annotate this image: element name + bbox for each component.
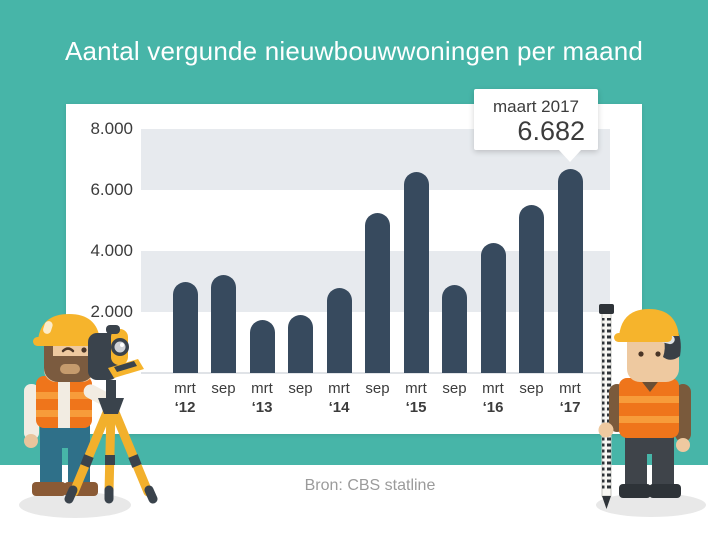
callout-date-label: maart 2017: [493, 97, 579, 116]
surveyor-illustration: [19, 314, 158, 518]
hard-hat: [38, 314, 100, 340]
callout-value: 6.682: [517, 116, 585, 146]
theodolite-lens: [114, 341, 126, 353]
source-note: Bron: CBS statline: [304, 477, 436, 494]
eye-dot: [638, 351, 644, 357]
tripod-leg: [69, 405, 113, 497]
worker-leveling-rod-illustration: [596, 304, 706, 517]
hand-on-rod: [598, 422, 614, 438]
hard-hat: [619, 309, 679, 336]
shadow-ellipse: [19, 492, 131, 518]
callout-pointer: [558, 149, 582, 162]
callout-bubble: maart 2017 6.682: [474, 89, 598, 150]
eye-dot: [81, 347, 87, 353]
chart-title: Aantal vergunde nieuwbouwwoningen per ma…: [64, 36, 644, 66]
shadow-ellipse: [596, 493, 706, 517]
closed-eye: [61, 347, 75, 353]
